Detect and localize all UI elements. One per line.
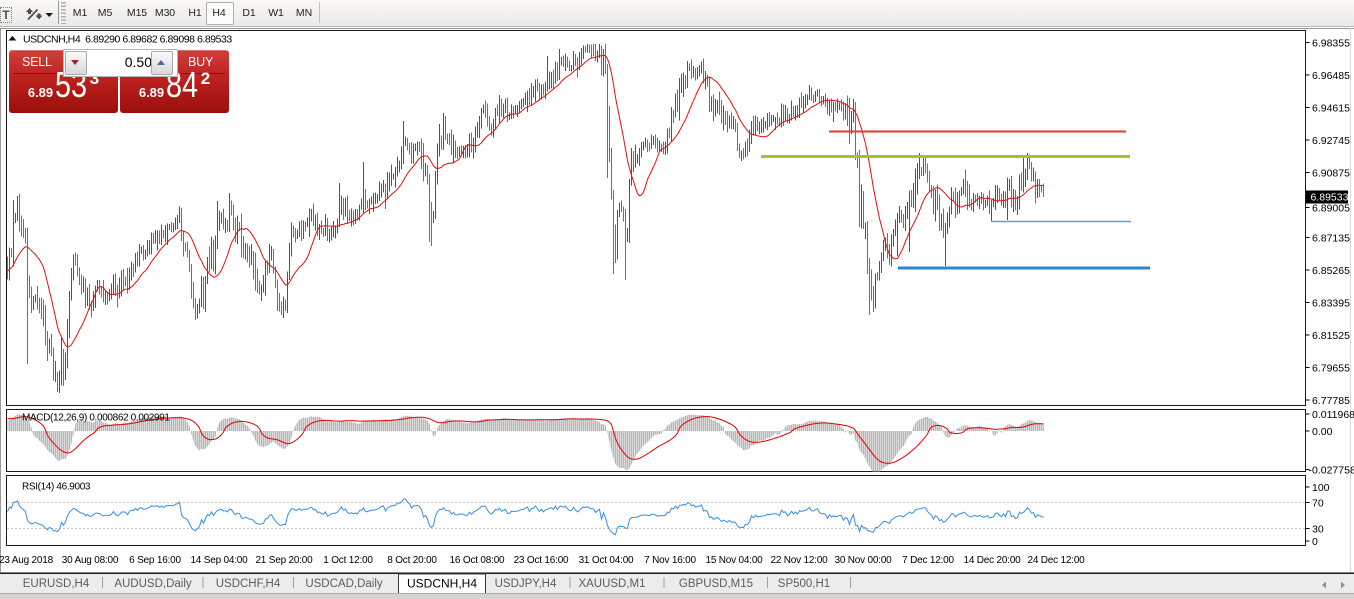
svg-text:RSI(14) 46.9003: RSI(14) 46.9003 — [22, 482, 91, 493]
svg-text:SP500,H1: SP500,H1 — [778, 578, 830, 590]
svg-text:MACD(12,26,9) 0.000862 0.00299: MACD(12,26,9) 0.000862 0.002991 — [22, 413, 170, 424]
svg-text:6.87135: 6.87135 — [1312, 233, 1350, 245]
svg-text:100: 100 — [1312, 482, 1330, 494]
svg-text:30: 30 — [1312, 524, 1324, 536]
svg-text:6.89533: 6.89533 — [1311, 192, 1349, 204]
svg-text:6 Sep 16:00: 6 Sep 16:00 — [129, 555, 181, 566]
svg-text:0: 0 — [1312, 536, 1318, 548]
svg-text:6.85265: 6.85265 — [1312, 265, 1350, 277]
svg-text:USDCAD,Daily: USDCAD,Daily — [305, 578, 383, 590]
svg-text:EURUSD,H4: EURUSD,H4 — [23, 578, 90, 590]
svg-text:AUDUSD,Daily: AUDUSD,Daily — [114, 578, 192, 590]
svg-text:6.89005: 6.89005 — [1312, 203, 1350, 215]
svg-text:7 Dec 12:00: 7 Dec 12:00 — [902, 555, 954, 566]
svg-text:6.79655: 6.79655 — [1312, 363, 1350, 375]
svg-text:0.00: 0.00 — [1312, 426, 1333, 438]
svg-text:24 Dec 12:00: 24 Dec 12:00 — [1027, 555, 1085, 566]
svg-text:6.94615: 6.94615 — [1312, 103, 1350, 115]
svg-text:70: 70 — [1312, 498, 1324, 510]
svg-text:30 Nov 00:00: 30 Nov 00:00 — [834, 555, 892, 566]
svg-text:USDCNH,H4 6.89290 6.89682 6.8: USDCNH,H4 6.89290 6.89682 6.89098 6.8953… — [23, 34, 232, 46]
svg-text:6.98355: 6.98355 — [1312, 38, 1350, 50]
svg-text:7 Nov 16:00: 7 Nov 16:00 — [644, 555, 696, 566]
svg-text:6.96485: 6.96485 — [1312, 70, 1350, 82]
svg-text:16 Oct 08:00: 16 Oct 08:00 — [450, 555, 505, 566]
svg-text:8 Oct 20:00: 8 Oct 20:00 — [387, 555, 437, 566]
svg-text:23 Aug 2018: 23 Aug 2018 — [0, 555, 54, 566]
svg-text:6.90875: 6.90875 — [1312, 168, 1350, 180]
svg-text:21 Sep 20:00: 21 Sep 20:00 — [255, 555, 313, 566]
svg-text:22 Nov 12:00: 22 Nov 12:00 — [770, 555, 828, 566]
svg-text:0.011968: 0.011968 — [1312, 409, 1354, 421]
svg-text:GBPUSD,M15: GBPUSD,M15 — [679, 578, 753, 590]
svg-text:-0.027758: -0.027758 — [1309, 465, 1354, 477]
svg-text:1 Oct 12:00: 1 Oct 12:00 — [323, 555, 373, 566]
svg-text:6.81525: 6.81525 — [1312, 330, 1350, 342]
svg-text:6.77785: 6.77785 — [1312, 395, 1350, 407]
svg-text:31 Oct 04:00: 31 Oct 04:00 — [579, 555, 634, 566]
svg-text:30 Aug 08:00: 30 Aug 08:00 — [62, 555, 119, 566]
svg-text:USDJPY,H4: USDJPY,H4 — [495, 578, 557, 590]
svg-text:6.83395: 6.83395 — [1312, 298, 1350, 310]
svg-text:USDCHF,H4: USDCHF,H4 — [216, 578, 281, 590]
svg-text:USDCNH,H4: USDCNH,H4 — [407, 577, 477, 591]
svg-text:14 Sep 04:00: 14 Sep 04:00 — [190, 555, 248, 566]
svg-text:14 Dec 20:00: 14 Dec 20:00 — [963, 555, 1021, 566]
svg-text:XAUUSD,M1: XAUUSD,M1 — [578, 578, 645, 590]
svg-text:23 Oct 16:00: 23 Oct 16:00 — [514, 555, 569, 566]
svg-text:6.92745: 6.92745 — [1312, 135, 1350, 147]
svg-text:15 Nov 04:00: 15 Nov 04:00 — [705, 555, 763, 566]
